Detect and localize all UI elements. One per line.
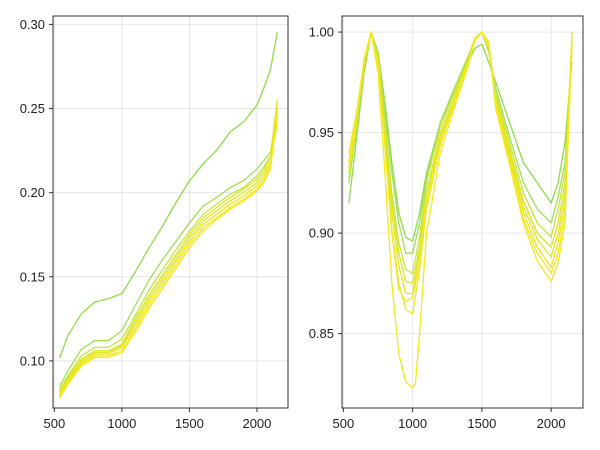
right-x-tick-label: 1000	[398, 416, 427, 431]
right-x-tick-label: 500	[333, 416, 355, 431]
left-x-tick-label: 2000	[242, 416, 271, 431]
right-series-group	[348, 31, 573, 389]
right-y-tick-label: 1.00	[309, 25, 334, 40]
left-axes-frame	[52, 15, 289, 409]
left-y-tick-label: 0.20	[20, 185, 45, 200]
left-x-tick-label: 500	[43, 416, 65, 431]
left-y-tick-label: 0.15	[20, 269, 45, 284]
right-x-tick-label: 2000	[537, 416, 566, 431]
left-series-line-4	[59, 99, 278, 392]
right-series-line-7	[348, 31, 573, 303]
right-axes-frame	[341, 15, 584, 409]
left-x-tick-label: 1000	[107, 416, 136, 431]
right-chart-panel: 500 1000 1500 2000 0.85 0.90 0.95 1.00	[309, 15, 584, 431]
right-grid	[342, 16, 583, 408]
left-series-line-2	[59, 114, 278, 387]
left-y-tick-label: 0.10	[20, 353, 45, 368]
left-series-line-7	[59, 117, 278, 397]
left-chart-panel: 500 1000 1500 2000 0.10 0.15 0.20 0.25 0.30	[20, 15, 289, 431]
left-series-line-5	[59, 107, 278, 394]
right-y-tick-label: 0.95	[309, 125, 334, 140]
right-y-tick-label: 0.90	[309, 226, 334, 241]
left-x-tick-label: 1500	[175, 416, 204, 431]
left-series-line-3	[59, 124, 278, 391]
left-series-group	[59, 32, 278, 399]
left-y-tick-label: 0.25	[20, 101, 45, 116]
left-series-line-8	[59, 104, 278, 399]
left-series-line-6	[59, 111, 278, 396]
left-y-tick-label: 0.30	[20, 17, 45, 32]
right-series-line-8	[348, 31, 573, 389]
left-series-line-1	[59, 32, 278, 359]
right-x-tick-label: 1500	[467, 416, 496, 431]
right-y-tick-label: 0.85	[309, 326, 334, 341]
